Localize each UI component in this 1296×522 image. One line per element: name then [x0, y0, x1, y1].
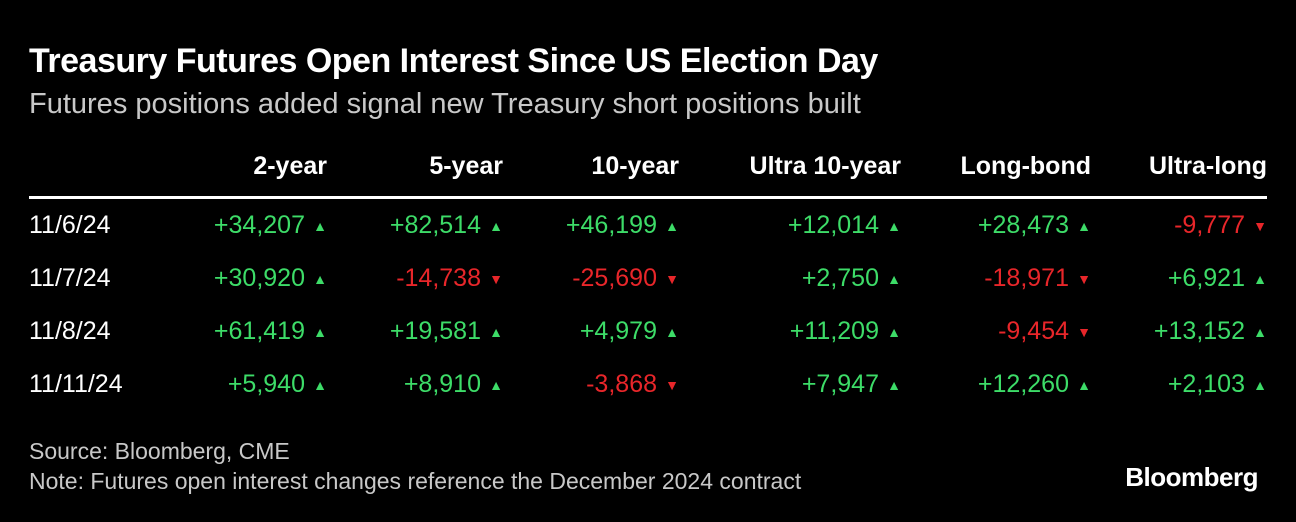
cell-long-bond: +12,260 ▲ [978, 370, 1091, 399]
table-row: 11/6/24 +34,207 ▲ +82,514 ▲ +46,199 ▲ +12,014 ▲ +… [29, 199, 1267, 252]
table-row: 11/7/24 +30,920 ▲ -14,738 ▼ -25,690 ▼ +2,750 ▲ -1… [29, 252, 1267, 305]
table-body: 11/6/24 +34,207 ▲ +82,514 ▲ +46,199 ▲ +12,014 ▲ +… [29, 199, 1267, 411]
footnote: Note: Futures open interest changes refe… [29, 468, 802, 494]
cell-value: +4,979 [579, 317, 657, 345]
row-date-label: 11/8/24 [29, 317, 111, 345]
up-triangle-icon: ▲ [1077, 217, 1091, 234]
cell-value: +5,940 [227, 370, 305, 398]
down-triangle-icon: ▼ [1077, 270, 1091, 287]
chart-subtitle: Futures positions added signal new Treas… [29, 88, 861, 120]
cell-2-year: +5,940 ▲ [228, 370, 327, 399]
up-triangle-icon: ▲ [887, 376, 901, 393]
cell-value: -9,777 [1174, 211, 1245, 239]
cell-value: +19,581 [389, 317, 481, 345]
cell-value: +28,473 [977, 211, 1069, 239]
up-triangle-icon: ▲ [665, 323, 679, 340]
cell-5-year: +8,910 ▲ [404, 370, 503, 399]
cell-value: -9,454 [998, 317, 1069, 345]
cell-2-year: +34,207 ▲ [214, 211, 327, 240]
column-header-2-year: 2-year [253, 152, 327, 180]
column-header-5-year: 5-year [429, 152, 503, 180]
cell-5-year: -14,738 ▼ [396, 264, 503, 293]
up-triangle-icon: ▲ [313, 376, 327, 393]
cell-value: -18,971 [984, 264, 1069, 292]
cell-long-bond: +28,473 ▲ [978, 211, 1091, 240]
cell-value: +46,199 [565, 211, 657, 239]
cell-ultra-10-year: +11,209 ▲ [790, 317, 901, 346]
up-triangle-icon: ▲ [887, 270, 901, 287]
cell-value: +8,910 [403, 370, 481, 398]
cell-value: +30,920 [213, 264, 305, 292]
row-date-label: 11/7/24 [29, 264, 111, 292]
cell-5-year: +82,514 ▲ [390, 211, 503, 240]
up-triangle-icon: ▲ [489, 376, 503, 393]
cell-10-year: -25,690 ▼ [572, 264, 679, 293]
column-header-long-bond: Long-bond [960, 152, 1092, 180]
cell-ultra-10-year: +12,014 ▲ [788, 211, 901, 240]
cell-value: +6,921 [1167, 264, 1245, 292]
column-header-10-year: 10-year [591, 152, 679, 180]
cell-ultra-10-year: +7,947 ▲ [802, 370, 901, 399]
down-triangle-icon: ▼ [665, 376, 679, 393]
up-triangle-icon: ▲ [887, 323, 901, 340]
table-row: 11/8/24 +61,419 ▲ +19,581 ▲ +4,979 ▲ +11,209 ▲ -9… [29, 305, 1267, 358]
table-row: 11/11/24 +5,940 ▲ +8,910 ▲ -3,868 ▼ +7,947 ▲ +12,… [29, 358, 1267, 411]
cell-value: +12,260 [977, 370, 1069, 398]
column-header-ultra-10-year: Ultra 10-year [749, 152, 901, 180]
cell-value: -14,738 [396, 264, 481, 292]
cell-value: -25,690 [572, 264, 657, 292]
cell-value: -3,868 [586, 370, 657, 398]
bloomberg-logo: Bloomberg [1125, 462, 1258, 492]
cell-long-bond: -18,971 ▼ [984, 264, 1091, 293]
table-header-row: 2-year 5-year 10-year Ultra 10-year Long… [29, 148, 1267, 199]
row-date-label: 11/6/24 [29, 211, 111, 239]
up-triangle-icon: ▲ [1253, 376, 1267, 393]
up-triangle-icon: ▲ [665, 217, 679, 234]
down-triangle-icon: ▼ [665, 270, 679, 287]
cell-ultra-long: -9,777 ▼ [1174, 211, 1267, 240]
cell-ultra-long: +13,152 ▲ [1154, 317, 1267, 346]
up-triangle-icon: ▲ [313, 217, 327, 234]
cell-ultra-long: +2,103 ▲ [1168, 370, 1267, 399]
cell-ultra-long: +6,921 ▲ [1168, 264, 1267, 293]
up-triangle-icon: ▲ [1253, 270, 1267, 287]
up-triangle-icon: ▲ [887, 217, 901, 234]
cell-value: +11,209 [789, 317, 879, 345]
cell-10-year: +46,199 ▲ [566, 211, 679, 240]
cell-2-year: +30,920 ▲ [214, 264, 327, 293]
cell-value: +2,750 [801, 264, 879, 292]
cell-value: +12,014 [787, 211, 879, 239]
open-interest-table: 2-year 5-year 10-year Ultra 10-year Long… [29, 148, 1267, 411]
column-header-ultra-long: Ultra-long [1148, 152, 1267, 180]
source-note: Source: Bloomberg, CME [29, 438, 290, 464]
cell-value: +82,514 [389, 211, 481, 239]
cell-value: +61,419 [213, 317, 305, 345]
cell-10-year: -3,868 ▼ [586, 370, 679, 399]
chart-title: Treasury Futures Open Interest Since US … [29, 42, 878, 80]
up-triangle-icon: ▲ [489, 323, 503, 340]
cell-value: +2,103 [1167, 370, 1245, 398]
cell-long-bond: -9,454 ▼ [998, 317, 1091, 346]
cell-10-year: +4,979 ▲ [580, 317, 679, 346]
up-triangle-icon: ▲ [1077, 376, 1091, 393]
cell-2-year: +61,419 ▲ [214, 317, 327, 346]
row-date-label: 11/11/24 [29, 370, 123, 398]
cell-value: +34,207 [213, 211, 305, 239]
down-triangle-icon: ▼ [1253, 217, 1267, 234]
cell-ultra-10-year: +2,750 ▲ [802, 264, 901, 293]
cell-5-year: +19,581 ▲ [390, 317, 503, 346]
up-triangle-icon: ▲ [313, 323, 327, 340]
down-triangle-icon: ▼ [1077, 323, 1091, 340]
down-triangle-icon: ▼ [489, 270, 503, 287]
up-triangle-icon: ▲ [489, 217, 503, 234]
cell-value: +7,947 [801, 370, 879, 398]
up-triangle-icon: ▲ [313, 270, 327, 287]
up-triangle-icon: ▲ [1253, 323, 1267, 340]
cell-value: +13,152 [1153, 317, 1245, 345]
